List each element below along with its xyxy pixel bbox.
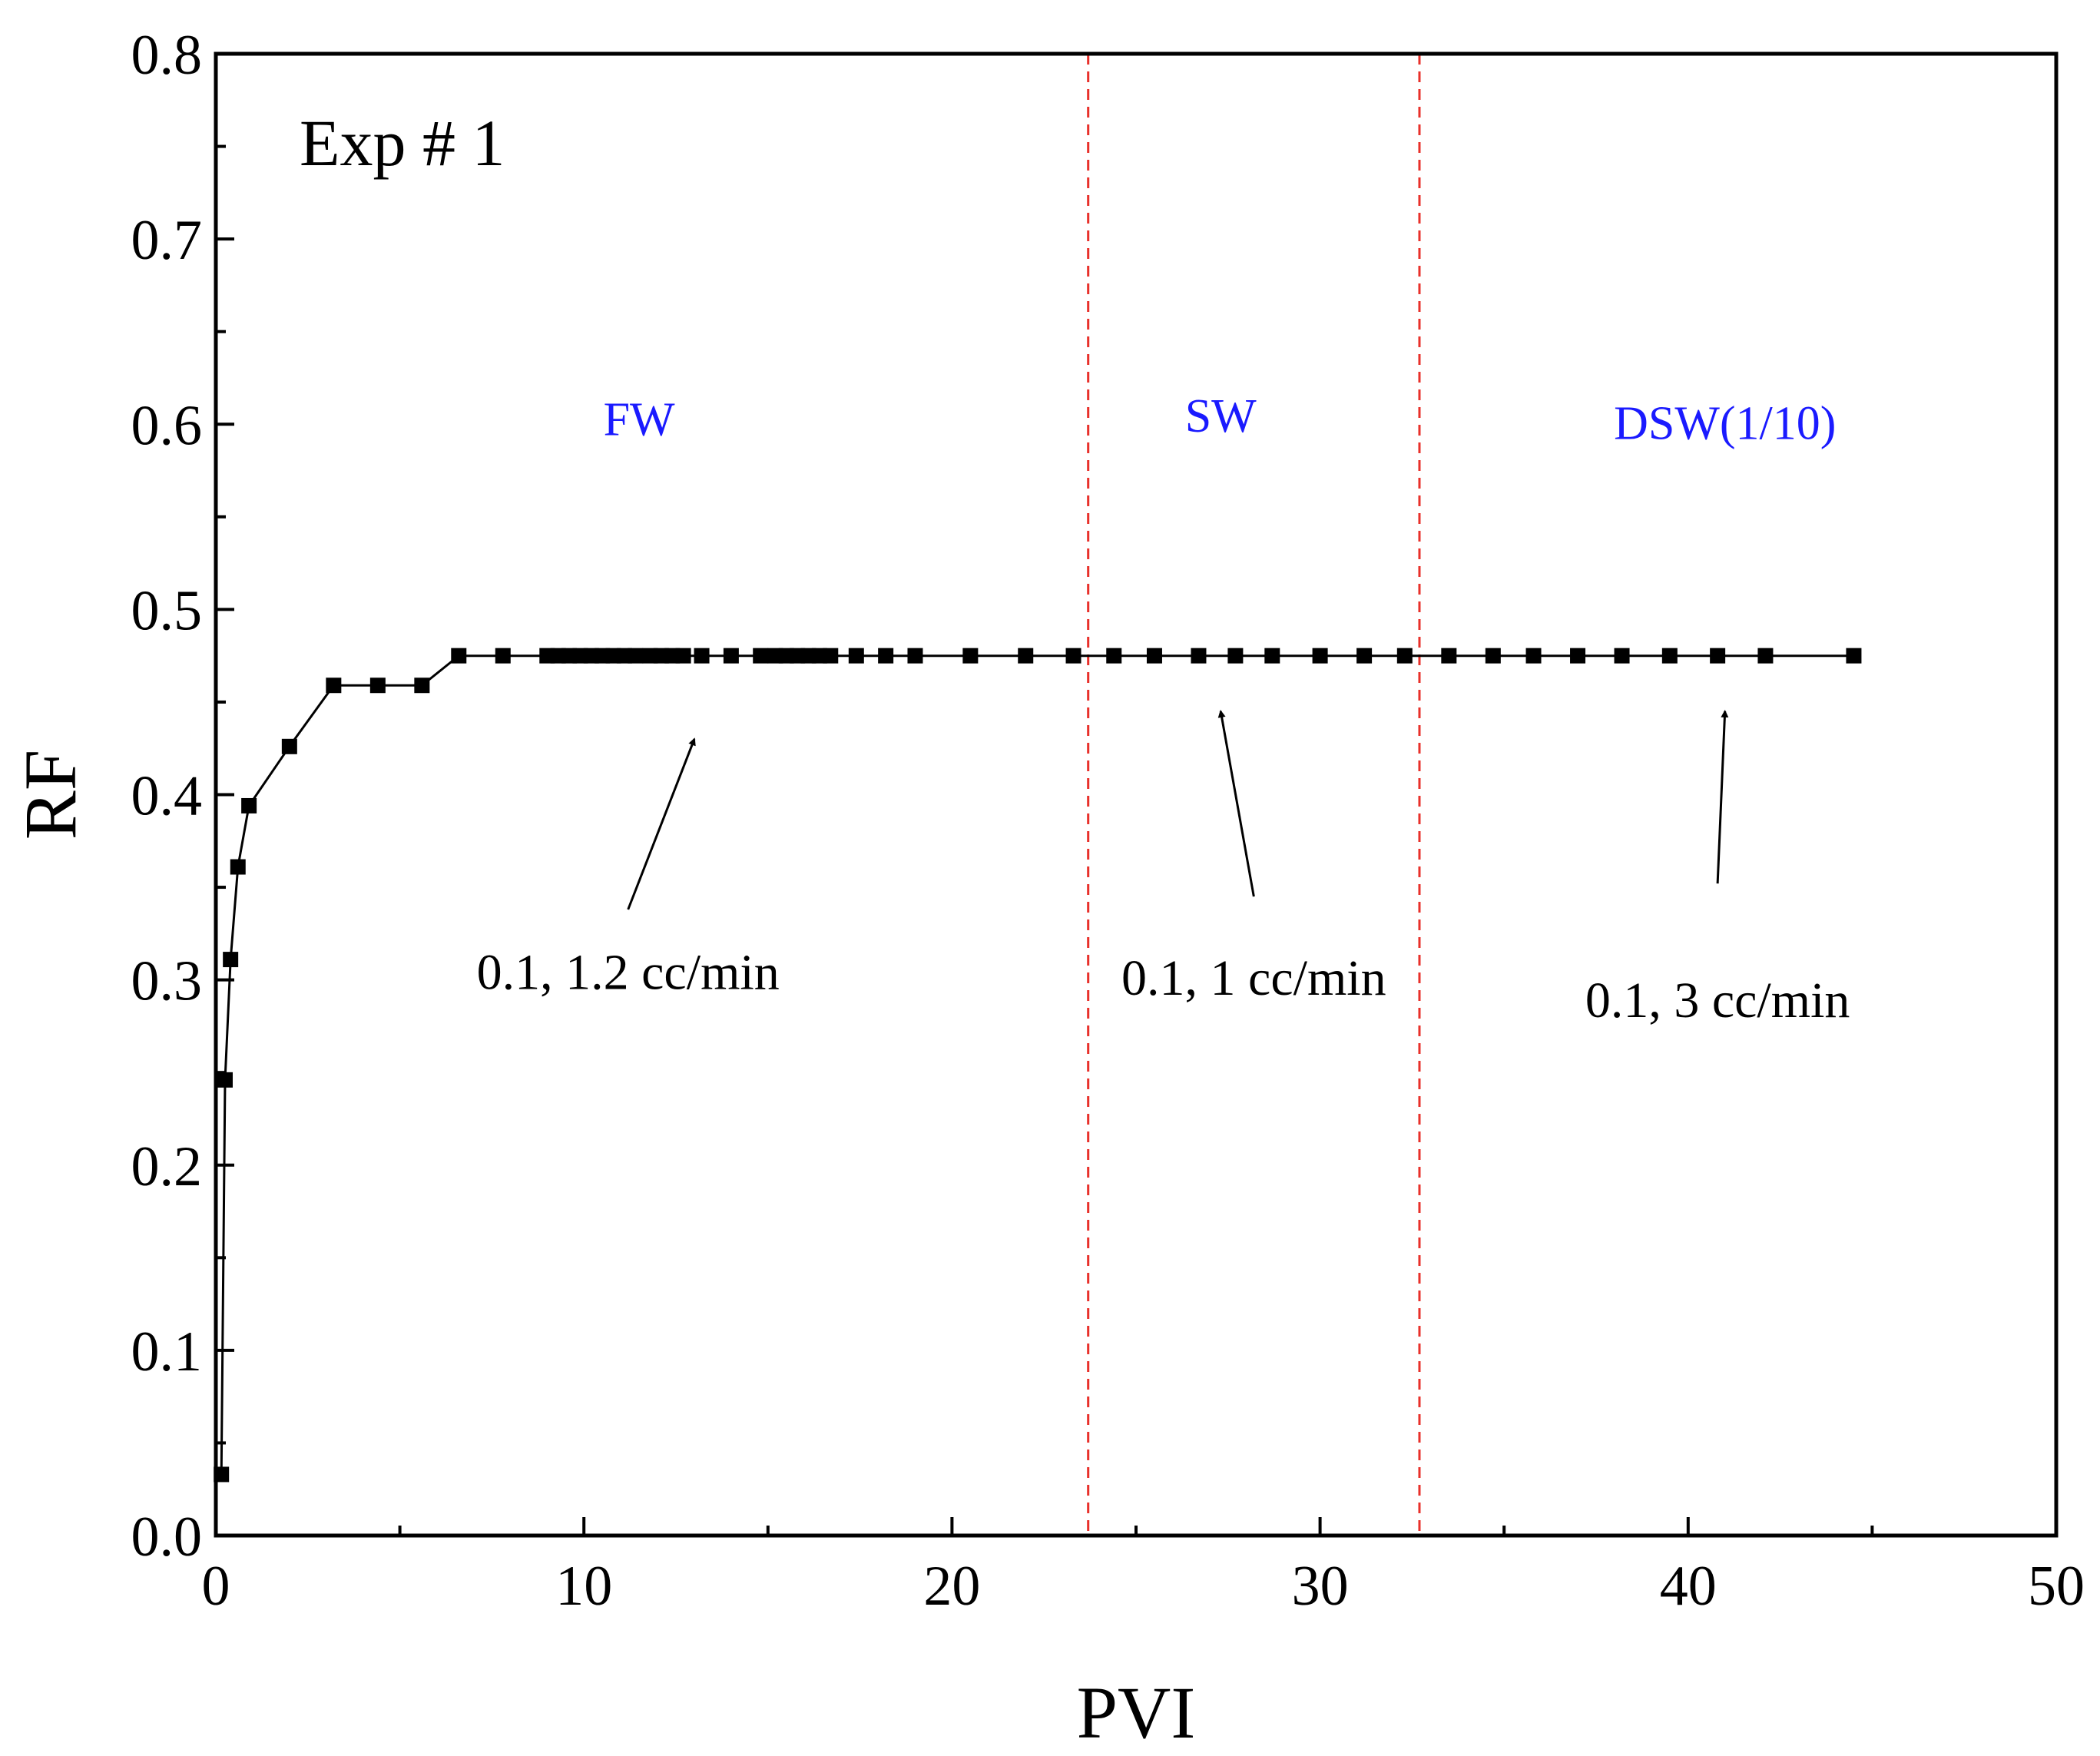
y-tick-label: 0.4	[131, 765, 203, 828]
data-point	[675, 648, 691, 664]
data-point	[217, 1072, 233, 1088]
data-markers-group	[214, 648, 1862, 1483]
data-point	[230, 859, 246, 875]
data-point	[628, 648, 644, 664]
data-point	[1356, 648, 1373, 664]
data-point	[1227, 648, 1244, 664]
data-point	[326, 678, 342, 694]
y-tick-label: 0.5	[131, 579, 203, 642]
annotation-arrows-group	[627, 709, 1729, 910]
region-label-dsw-1-10: DSW(1/10)	[1614, 398, 1836, 450]
data-point	[878, 648, 894, 664]
data-point	[451, 648, 467, 664]
data-point	[223, 952, 239, 968]
data-point	[723, 648, 739, 664]
data-point	[1846, 648, 1862, 664]
plot-area-background	[216, 54, 2056, 1536]
data-point	[281, 738, 297, 754]
x-axis-title: PVI	[1077, 1672, 1196, 1754]
x-tick-label: 10	[555, 1555, 612, 1618]
data-point	[848, 648, 864, 664]
data-point	[1106, 648, 1122, 664]
data-point	[495, 648, 511, 664]
data-point	[414, 678, 430, 694]
annotation-arrow-3	[1716, 709, 1729, 884]
data-point	[1264, 648, 1280, 664]
annotation-label-2: 0.1, 1 cc/min	[1121, 950, 1386, 1006]
data-point	[1710, 648, 1726, 664]
region-label-fw: FW	[604, 394, 675, 446]
data-point	[1525, 648, 1542, 664]
data-point	[907, 648, 923, 664]
data-point	[1396, 648, 1413, 664]
y-tick-label: 0.0	[131, 1506, 203, 1569]
panel-label: Exp # 1	[300, 106, 505, 180]
y-tick-label: 0.7	[131, 209, 203, 272]
axes-group	[214, 51, 2059, 1538]
x-tick-label: 0	[202, 1555, 230, 1618]
data-point	[1485, 648, 1501, 664]
x-tick-label: 30	[1292, 1555, 1349, 1618]
y-tick-label: 0.6	[131, 394, 203, 457]
chart-text-group: 0 10 20 30 40 50 0.0 0.1 0.2 0.3 0.4 0.5 0.6 0.7 0.8 PV…	[9, 24, 2085, 1754]
data-point	[1018, 648, 1034, 664]
data-point	[1191, 648, 1207, 664]
data-point	[1757, 648, 1774, 664]
y-tick-label: 0.3	[131, 950, 203, 1013]
y-tick-label: 0.2	[131, 1135, 203, 1198]
data-point	[1570, 648, 1586, 664]
data-point	[694, 648, 710, 664]
annotation-arrow-2	[1217, 710, 1255, 897]
y-tick-label: 0.8	[131, 24, 203, 87]
data-point	[1614, 648, 1630, 664]
x-tick-label: 50	[2028, 1555, 2085, 1618]
data-point	[753, 648, 769, 664]
data-point	[1065, 648, 1081, 664]
data-point	[962, 648, 979, 664]
y-axis-title: RF	[9, 750, 91, 840]
annotation-arrow-1	[627, 737, 696, 910]
x-tick-label: 40	[1660, 1555, 1717, 1618]
region-label-sw: SW	[1185, 390, 1257, 442]
data-point	[369, 678, 386, 694]
annotation-label-3: 0.1, 3 cc/min	[1585, 972, 1850, 1029]
x-tick-label: 20	[923, 1555, 980, 1618]
data-point	[1441, 648, 1457, 664]
data-point	[241, 797, 257, 813]
annotation-label-1: 0.1, 1.2 cc/min	[477, 945, 780, 1001]
data-point	[823, 648, 839, 664]
data-point	[1661, 648, 1678, 664]
data-point	[1146, 648, 1162, 664]
y-tick-label: 0.1	[131, 1320, 203, 1383]
data-point	[1312, 648, 1328, 664]
